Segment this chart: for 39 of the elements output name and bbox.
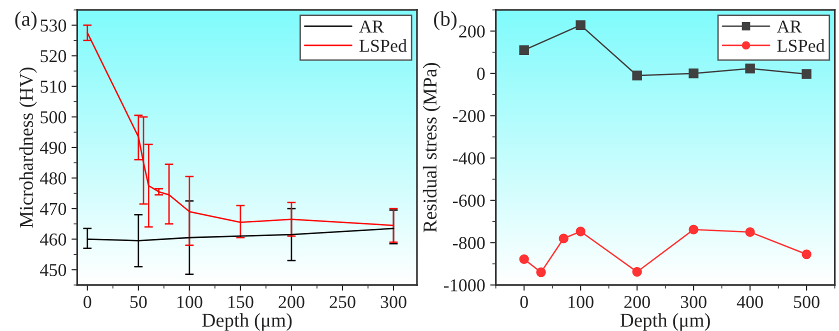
x-tick-label: 150 (228, 296, 254, 308)
y-tick-label: 470 (40, 202, 66, 216)
y-tick-label: -600 (453, 194, 485, 207)
text: (a) (15, 11, 37, 30)
text: (b) (434, 11, 457, 30)
y-axis-title: Microhardness (HV) (19, 68, 37, 228)
y-tick-label: 450 (40, 264, 66, 276)
y-axis-title: Residual stress (MPa) (422, 62, 441, 232)
x-axis-title: Depth (μm) (202, 313, 292, 331)
x-tick-label: 0 (84, 296, 92, 308)
x-tick-label: 300 (380, 296, 406, 308)
x-tick-label: 500 (794, 296, 820, 308)
x-tick-label: 100 (568, 296, 594, 308)
legend-label: LSPed (777, 39, 825, 52)
y-tick-label: 480 (40, 172, 66, 184)
x-tick-label: 250 (330, 296, 356, 308)
y-tick-label: -200 (453, 110, 485, 122)
y-tick-label: 500 (40, 111, 66, 124)
x-tick-label: 200 (624, 296, 650, 308)
legend-label: AR (359, 20, 384, 32)
y-tick-label: -1000 (444, 279, 485, 292)
x-tick-label: 200 (278, 296, 304, 308)
x-tick-label: 50 (130, 296, 147, 308)
x-axis-title: Depth (μm) (620, 313, 710, 331)
y-tick-label: 530 (40, 19, 66, 32)
y-tick-label: -800 (453, 236, 485, 250)
y-tick-label: 460 (40, 233, 66, 246)
y-tick-label: 510 (40, 80, 66, 93)
x-tick-label: 100 (177, 296, 202, 308)
y-tick-label: 200 (459, 25, 485, 38)
legend-label: AR (776, 20, 802, 32)
y-tick-label: 520 (40, 50, 66, 62)
y-tick-label: 0 (477, 68, 485, 80)
legend-label: LSPed (359, 39, 407, 52)
x-tick-label: 400 (736, 296, 763, 308)
x-tick-label: 0 (520, 296, 528, 308)
x-tick-label: 300 (680, 296, 706, 308)
y-tick-label: 490 (40, 142, 66, 154)
y-tick-label: -400 (453, 152, 485, 164)
